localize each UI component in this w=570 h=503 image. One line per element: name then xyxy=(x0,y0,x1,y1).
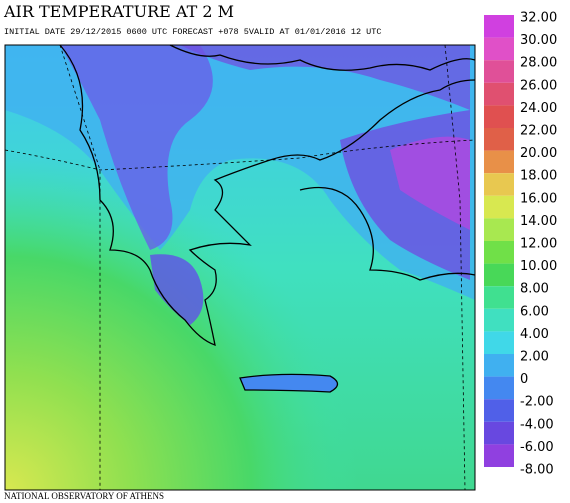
colorbar-label: 16.00 xyxy=(520,191,557,206)
colorbar-label: -4.00 xyxy=(520,417,554,432)
colorbar-label: 20.00 xyxy=(520,146,557,161)
color-band xyxy=(484,105,514,128)
color-band xyxy=(484,308,514,332)
color-band xyxy=(484,150,514,174)
color-band xyxy=(484,173,514,196)
color-band xyxy=(484,263,514,287)
color-band xyxy=(484,82,514,106)
color-band xyxy=(484,37,514,61)
colorbar-label: 2.00 xyxy=(520,350,549,365)
colorbar-label: 18.00 xyxy=(520,169,557,184)
color-band xyxy=(484,421,514,445)
colorbar-label: 6.00 xyxy=(520,304,549,319)
colorbar-label: 4.00 xyxy=(520,327,549,342)
colorbar-label: 0 xyxy=(520,372,528,387)
color-band xyxy=(484,241,514,264)
color-band xyxy=(484,195,514,219)
colorbar-label: 14.00 xyxy=(520,214,557,229)
color-band xyxy=(484,218,514,241)
colorbar-label: 28.00 xyxy=(520,56,557,71)
colorbar-label: 26.00 xyxy=(520,78,557,93)
colorbar-label: 30.00 xyxy=(520,33,557,48)
colorbar-label: 22.00 xyxy=(520,124,557,139)
map-subtitle: INITIAL DATE 29/12/2015 0600 UTC FORECAS… xyxy=(4,27,381,37)
colorbar-label: 32.00 xyxy=(520,11,557,26)
colorbar-label: 12.00 xyxy=(520,237,557,252)
footer: NATIONAL OBSERVATORY OF ATHENS xyxy=(4,491,164,501)
color-band xyxy=(484,376,514,400)
colorbar-label: -6.00 xyxy=(520,440,554,455)
color-band xyxy=(484,354,514,377)
colorbar-label: 8.00 xyxy=(520,282,549,297)
color-band xyxy=(484,128,514,151)
colorbar-label: 10.00 xyxy=(520,259,557,274)
map xyxy=(4,44,476,491)
color-band xyxy=(484,60,514,83)
color-band xyxy=(484,286,514,309)
colorbar-label: -8.00 xyxy=(520,463,554,478)
color-band xyxy=(484,444,514,467)
color-band xyxy=(484,399,514,422)
colorbar: 32.00 30.00 28.00 26.00 24.00 22.00 20.00 18.00… xyxy=(484,11,557,478)
colorbar-label: -2.00 xyxy=(520,395,554,410)
map-title: AIR TEMPERATURE AT 2 M xyxy=(3,2,234,21)
color-band xyxy=(484,331,514,354)
colorbar-label: 24.00 xyxy=(520,101,557,116)
color-band xyxy=(484,15,514,38)
